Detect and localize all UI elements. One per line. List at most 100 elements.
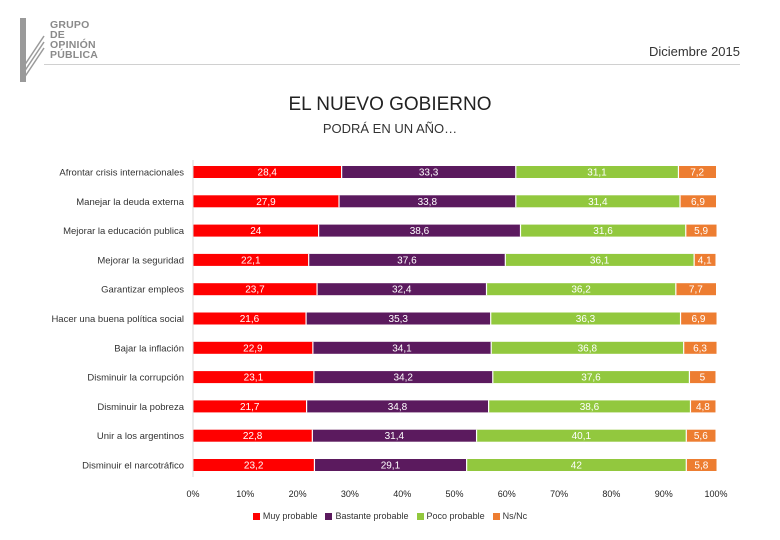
data-label: 33,8 xyxy=(418,197,438,208)
segment-divider xyxy=(313,371,315,384)
data-label: 29,1 xyxy=(381,461,401,472)
bar-segment xyxy=(486,283,676,296)
bar-segment xyxy=(193,312,306,325)
segment-divider xyxy=(312,341,314,354)
data-label: 4,1 xyxy=(698,255,712,266)
bar-segment xyxy=(193,195,339,208)
segment-divider xyxy=(515,195,517,208)
data-label: 40,1 xyxy=(572,431,592,442)
x-tick-label: 100% xyxy=(704,489,727,499)
data-label: 36,8 xyxy=(578,343,598,354)
bar-segment xyxy=(476,429,687,442)
segment-divider xyxy=(679,312,682,325)
bar-segment xyxy=(515,195,680,208)
bar-segment xyxy=(683,341,717,354)
bar-segment xyxy=(313,371,493,384)
legend-swatch xyxy=(252,512,260,520)
segment-divider xyxy=(466,459,468,471)
legend-item: Muy probable xyxy=(252,511,318,521)
bar-segment xyxy=(685,224,717,237)
segment-divider xyxy=(685,459,687,471)
bar-segment xyxy=(466,459,687,471)
category-label: Bajar la inflación xyxy=(114,343,184,354)
bar-segment xyxy=(686,459,717,471)
data-label: 5,9 xyxy=(694,226,708,237)
segment-divider xyxy=(338,195,340,208)
legend-label: Ns/Nc xyxy=(502,511,528,521)
bar-segment xyxy=(520,224,686,237)
legend-label: Bastante probable xyxy=(335,511,409,521)
bar-segment xyxy=(505,253,695,266)
bar-segment xyxy=(193,429,313,442)
chart-title: EL NUEVO GOBIERNO xyxy=(288,94,492,115)
bar-segment xyxy=(690,400,716,413)
segment-divider xyxy=(515,166,517,178)
category-label: Mejorar la educación publica xyxy=(63,226,185,237)
data-label: 36,3 xyxy=(576,314,596,325)
data-label: 22,9 xyxy=(243,343,263,354)
segment-divider xyxy=(311,429,313,442)
logo-line: DE xyxy=(50,29,65,41)
segment-divider xyxy=(677,166,680,178)
data-label: 7,2 xyxy=(690,168,704,179)
bar-segment xyxy=(490,312,681,325)
chart-legend: Muy probable Bastante probable Poco probab… xyxy=(0,511,780,522)
bar-segment xyxy=(694,253,716,266)
segment-divider xyxy=(305,312,307,325)
segment-divider xyxy=(318,224,320,237)
legend-label: Muy probable xyxy=(262,511,318,521)
data-label: 42 xyxy=(571,461,583,472)
data-label: 36,1 xyxy=(590,255,610,266)
segment-divider xyxy=(492,371,494,384)
logo-line: OPINIÓN xyxy=(50,39,96,51)
data-label: 23,7 xyxy=(245,285,265,296)
legend-swatch xyxy=(492,512,500,520)
data-label: 22,1 xyxy=(241,255,261,266)
data-label: 31,6 xyxy=(593,226,613,237)
bar-segment xyxy=(686,429,716,442)
x-tick-label: 20% xyxy=(289,489,307,499)
segment-divider xyxy=(490,312,492,325)
segment-divider xyxy=(485,283,488,296)
bar-segment xyxy=(308,253,506,266)
x-tick-label: 30% xyxy=(341,489,359,499)
data-label: 22,8 xyxy=(243,431,263,442)
x-tick-label: 50% xyxy=(445,489,463,499)
segment-divider xyxy=(693,253,695,266)
logo: GRUPO DE OPINIÓN PÚBLICA xyxy=(20,18,110,82)
data-label: 6,9 xyxy=(692,314,706,325)
segment-divider xyxy=(683,341,685,354)
data-label: 6,3 xyxy=(693,343,707,354)
x-tick-label: 60% xyxy=(498,489,516,499)
segment-divider xyxy=(519,224,522,237)
x-tick-label: 70% xyxy=(550,489,568,499)
legend-label: Poco probable xyxy=(426,511,485,521)
data-label: 7,7 xyxy=(689,285,703,296)
bar-segment xyxy=(193,400,307,413)
bar-segment xyxy=(679,195,716,208)
data-label: 6,9 xyxy=(691,197,705,208)
data-label: 37,6 xyxy=(581,373,601,384)
data-label: 34,1 xyxy=(392,343,412,354)
bar-segment xyxy=(316,283,487,296)
header-divider xyxy=(44,64,740,65)
bar-segment xyxy=(689,371,716,384)
data-label: 23,2 xyxy=(244,461,264,472)
data-label: 36,2 xyxy=(571,285,591,296)
category-label: Disminuir el narcotráfico xyxy=(82,461,184,472)
bar-segment xyxy=(341,166,516,178)
data-label: 31,4 xyxy=(385,431,405,442)
bar-segment xyxy=(491,341,684,354)
segment-divider xyxy=(675,283,677,296)
category-label: Mejorar la seguridad xyxy=(97,255,184,266)
data-label: 5,6 xyxy=(694,431,708,442)
data-label: 34,8 xyxy=(388,402,408,413)
bar-segment xyxy=(338,195,516,208)
data-label: 4,8 xyxy=(696,402,710,413)
category-label: Manejar la deuda externa xyxy=(76,197,184,208)
segment-divider xyxy=(689,400,692,413)
data-label: 5,8 xyxy=(694,461,708,472)
segment-divider xyxy=(313,459,316,471)
bar-segment xyxy=(318,224,521,237)
